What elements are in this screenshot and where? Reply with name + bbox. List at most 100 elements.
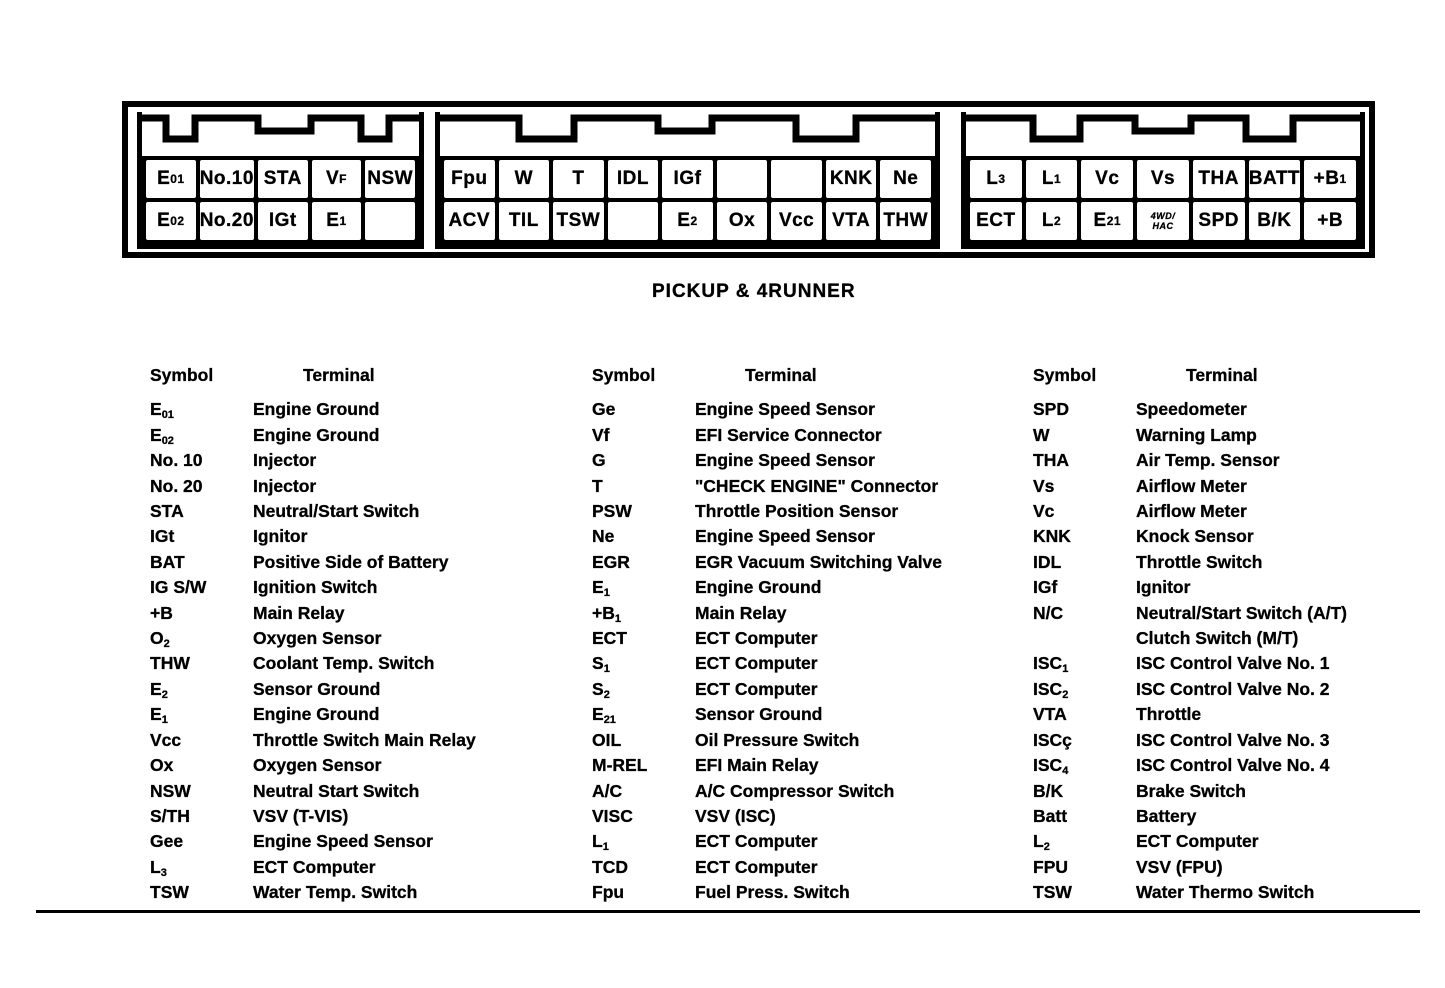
symbol-cell: O2 — [150, 628, 170, 651]
terminal-cell: ECT Computer — [695, 653, 818, 674]
symbol-cell: TSW — [150, 882, 189, 903]
table-row: Gee Engine Speed Sensor — [150, 829, 555, 854]
pin-e02: E 02 — [146, 202, 196, 240]
table-row: SPD Speedometer — [1033, 397, 1445, 422]
symbol-cell: S1 — [592, 653, 610, 676]
terminal-cell: ECT Computer — [695, 628, 818, 649]
symbol-cell: L1 — [592, 831, 609, 854]
symbol-cell: B/K — [1033, 780, 1064, 801]
symbol-cell: TSW — [1033, 882, 1072, 903]
symbol-cell: ECT — [592, 628, 627, 649]
pin-tsw: TSW — [553, 202, 604, 240]
symbol-cell: L3 — [150, 856, 167, 879]
table-row: IDL Throttle Switch — [1033, 550, 1445, 575]
pin-idl: IDL — [607, 160, 659, 198]
connector-key-notch — [966, 114, 1360, 143]
pin-empty — [771, 160, 822, 198]
symbol-cell: IGt — [150, 526, 175, 547]
terminal-cell: Throttle Position Sensor — [695, 501, 899, 522]
symbol-cell: N/C — [1033, 602, 1064, 623]
table-row: THW Coolant Temp. Switch — [150, 651, 555, 676]
table-row: THA Air Temp. Sensor — [1033, 448, 1445, 473]
terminal-cell: ECT Computer — [1136, 831, 1259, 852]
symbol-cell: IDL — [1033, 551, 1062, 572]
pin-no-20: No.20 — [200, 202, 254, 240]
symbol-cell: L2 — [1033, 831, 1050, 854]
connector-assembly-frame — [122, 101, 1375, 258]
terminal-cell: Fuel Press. Switch — [695, 882, 850, 903]
terminal-cell: Throttle — [1136, 704, 1202, 725]
terminal-cell: Neutral Start Switch — [253, 780, 420, 801]
pin-nsw: NSW — [365, 160, 415, 198]
table-row: E02 Engine Ground — [150, 423, 555, 448]
table-row: +B1 Main Relay — [592, 601, 1022, 626]
pin-vta: VTA — [825, 202, 877, 240]
bottom-rule — [36, 910, 1420, 913]
symbol-cell: TCD — [592, 856, 628, 877]
connector-key-notch — [142, 114, 419, 143]
pin-acv: ACV — [444, 202, 495, 240]
terminal-cell: Engine Ground — [253, 424, 380, 445]
table-row: L2 ECT Computer — [1033, 829, 1445, 854]
terminal-column-header: Terminal — [745, 365, 817, 385]
terminal-column-header: Terminal — [1186, 365, 1258, 385]
terminal-cell: Oxygen Sensor — [253, 755, 382, 776]
table-row: ISCç ISC Control Valve No. 3 — [1033, 728, 1445, 753]
pin-b: +B — [1304, 202, 1356, 240]
terminal-cell: Sensor Ground — [253, 678, 381, 699]
pin-e01: E 01 — [146, 160, 196, 198]
symbol-cell: STA — [150, 501, 184, 522]
symbol-cell: No. 10 — [150, 450, 203, 471]
pin-no-10: No.10 — [200, 160, 254, 198]
symbol-cell: THA — [1033, 450, 1069, 471]
terminal-cell: A/C Compressor Switch — [695, 780, 895, 801]
terminal-cell: ECT Computer — [695, 831, 818, 852]
pin-batt: BATT — [1248, 160, 1301, 198]
pin-spd: SPD — [1192, 202, 1245, 240]
terminal-cell: VSV (T-VIS) — [253, 805, 349, 826]
terminal-cell: ECT Computer — [253, 856, 376, 877]
table-row: IGt Ignitor — [150, 524, 555, 549]
symbol-column-header: Symbol — [150, 365, 214, 385]
pin-ox: Ox — [716, 202, 768, 240]
pin-igt: IGt — [257, 202, 308, 240]
symbol-cell: Fpu — [592, 882, 625, 903]
table-row: VTA Throttle — [1033, 702, 1445, 727]
pin-b-k: B/K — [1248, 202, 1301, 240]
table-row: Ox Oxygen Sensor — [150, 753, 555, 778]
symbol-cell: M-REL — [592, 755, 648, 776]
table-row: M-REL EFI Main Relay — [592, 753, 1022, 778]
symbol-cell: Vcc — [150, 729, 182, 750]
table-row: L3 ECT Computer — [150, 855, 555, 880]
symbol-cell: Gee — [150, 831, 184, 852]
terminal-cell: EFI Service Connector — [695, 424, 882, 445]
connector-key-notch — [440, 114, 935, 143]
table-row: IG S/W Ignition Switch — [150, 575, 555, 600]
pin-grid: E 01 No.10 STA V F NSW E 02 No.20 IGt E 1 — [142, 156, 419, 244]
pin-ne: Ne — [880, 160, 931, 198]
terminal-cell: Engine Speed Sensor — [695, 526, 875, 547]
pin-knk: KNK — [825, 160, 877, 198]
terminal-column-header: Terminal — [303, 365, 375, 385]
terminal-cell: ECT Computer — [695, 678, 818, 699]
table-row: Fpu Fuel Press. Switch — [592, 880, 1022, 905]
pin-vcc: Vcc — [771, 202, 822, 240]
pin-ect: ECT — [970, 202, 1022, 240]
terminal-cell: Neutral/Start Switch (A/T) Clutch Switch … — [1136, 602, 1347, 649]
symbol-cell: Ox — [150, 755, 174, 776]
table-row: W Warning Lamp — [1033, 423, 1445, 448]
symbol-cell: BAT — [150, 551, 185, 572]
terminal-cell: Warning Lamp — [1136, 424, 1257, 445]
terminal-cell: ECT Computer — [695, 856, 818, 877]
terminal-cell: Main Relay — [253, 602, 345, 623]
terminal-cell: EGR Vacuum Switching Valve — [695, 551, 943, 572]
terminal-cell: Ignition Switch — [253, 577, 378, 598]
symbol-cell: ISCç — [1033, 729, 1072, 750]
pin-thw: THW — [880, 202, 931, 240]
terminal-cell: Coolant Temp. Switch — [253, 653, 435, 674]
terminal-cell: ISC Control Valve No. 1 — [1136, 653, 1330, 674]
pin-til: TIL — [498, 202, 550, 240]
symbol-cell: Ge — [592, 399, 616, 420]
